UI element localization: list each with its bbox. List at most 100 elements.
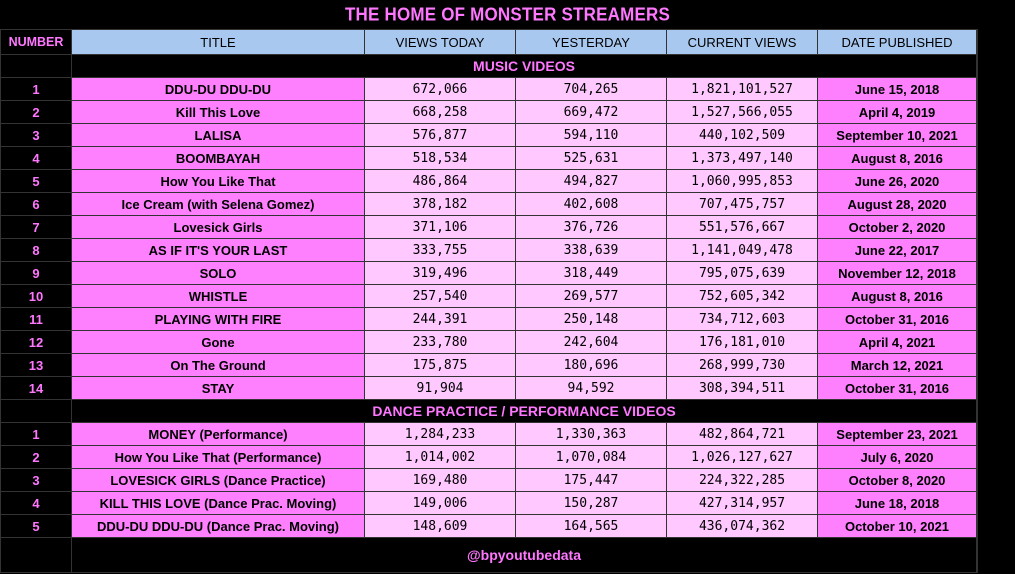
row-number: 5 [0, 514, 72, 538]
yesterday-value: 318,449 [515, 261, 667, 285]
date-published-value: September 10, 2021 [817, 123, 977, 147]
stats-table: NUMBER TITLE VIEWS TODAY YESTERDAY CURRE… [0, 29, 978, 573]
row-number: 11 [0, 307, 72, 331]
current-views-value: 427,314,957 [666, 491, 818, 515]
video-title: LALISA [71, 123, 365, 147]
yesterday-value: 175,447 [515, 468, 667, 492]
yesterday-value: 242,604 [515, 330, 667, 354]
yesterday-value: 402,608 [515, 192, 667, 216]
current-views-value: 1,821,101,527 [666, 77, 818, 101]
row-spacer [976, 307, 978, 331]
footer-row: @bpyoutubedata [0, 537, 978, 573]
table-row: 11 PLAYING WITH FIRE 244,391 250,148 734,712… [0, 307, 978, 331]
yesterday-value: 150,287 [515, 491, 667, 515]
section-header-row: DANCE PRACTICE / PERFORMANCE VIDEOS [0, 399, 978, 423]
column-header-date-published: DATE PUBLISHED [817, 29, 977, 55]
yesterday-value: 1,070,084 [515, 445, 667, 469]
yesterday-value: 269,577 [515, 284, 667, 308]
views-today-value: 486,864 [364, 169, 516, 193]
yesterday-value: 525,631 [515, 146, 667, 170]
table-row: 10 WHISTLE 257,540 269,577 752,605,342 August… [0, 284, 978, 308]
date-published-value: March 12, 2021 [817, 353, 977, 377]
current-views-value: 1,527,566,055 [666, 100, 818, 124]
video-title: On The Ground [71, 353, 365, 377]
row-number: 6 [0, 192, 72, 216]
column-header-views-today: VIEWS TODAY [364, 29, 516, 55]
video-title: Kill This Love [71, 100, 365, 124]
views-today-value: 576,877 [364, 123, 516, 147]
date-published-value: April 4, 2021 [817, 330, 977, 354]
row-spacer [976, 353, 978, 377]
date-published-value: June 18, 2018 [817, 491, 977, 515]
date-published-value: October 10, 2021 [817, 514, 977, 538]
date-published-value: October 31, 2016 [817, 307, 977, 331]
video-title: SOLO [71, 261, 365, 285]
yesterday-value: 164,565 [515, 514, 667, 538]
section-title: DANCE PRACTICE / PERFORMANCE VIDEOS [71, 399, 977, 423]
video-title: PLAYING WITH FIRE [71, 307, 365, 331]
row-spacer [976, 514, 978, 538]
header-spacer [976, 29, 978, 55]
video-title: Lovesick Girls [71, 215, 365, 239]
row-spacer [976, 284, 978, 308]
row-number: 10 [0, 284, 72, 308]
date-published-value: June 26, 2020 [817, 169, 977, 193]
row-number: 3 [0, 468, 72, 492]
date-published-value: October 31, 2016 [817, 376, 977, 400]
date-published-value: October 8, 2020 [817, 468, 977, 492]
table-row: 12 Gone 233,780 242,604 176,181,010 April 4, … [0, 330, 978, 354]
views-today-value: 371,106 [364, 215, 516, 239]
row-number: 8 [0, 238, 72, 262]
table-row: 9 SOLO 319,496 318,449 795,075,639 November 1… [0, 261, 978, 285]
section-header-row: MUSIC VIDEOS [0, 54, 978, 78]
video-title: KILL THIS LOVE (Dance Prac. Moving) [71, 491, 365, 515]
views-today-value: 244,391 [364, 307, 516, 331]
row-number: 4 [0, 146, 72, 170]
current-views-value: 436,074,362 [666, 514, 818, 538]
row-number: 2 [0, 445, 72, 469]
row-number: 14 [0, 376, 72, 400]
current-views-value: 1,026,127,627 [666, 445, 818, 469]
yesterday-value: 376,726 [515, 215, 667, 239]
views-today-value: 333,755 [364, 238, 516, 262]
yesterday-value: 594,110 [515, 123, 667, 147]
date-published-value: June 15, 2018 [817, 77, 977, 101]
row-number: 3 [0, 123, 72, 147]
yesterday-value: 338,639 [515, 238, 667, 262]
date-published-value: September 23, 2021 [817, 422, 977, 446]
table-row: 8 AS IF IT'S YOUR LAST 333,755 338,639 1,141… [0, 238, 978, 262]
column-header-yesterday: YESTERDAY [515, 29, 667, 55]
current-views-value: 1,060,995,853 [666, 169, 818, 193]
yesterday-value: 94,592 [515, 376, 667, 400]
row-spacer [976, 422, 978, 446]
table-row: 6 Ice Cream (with Selena Gomez) 378,182 402… [0, 192, 978, 216]
views-today-value: 518,534 [364, 146, 516, 170]
video-title: BOOMBAYAH [71, 146, 365, 170]
row-spacer [976, 491, 978, 515]
views-today-value: 1,014,002 [364, 445, 516, 469]
video-title: Ice Cream (with Selena Gomez) [71, 192, 365, 216]
row-number: 7 [0, 215, 72, 239]
row-spacer [976, 238, 978, 262]
column-header-current-views: CURRENT VIEWS [666, 29, 818, 55]
table-body: MUSIC VIDEOS 1 DDU-DU DDU-DU 672,066 704,265… [0, 54, 978, 538]
date-published-value: August 8, 2016 [817, 284, 977, 308]
current-views-value: 308,394,511 [666, 376, 818, 400]
table-row: 4 KILL THIS LOVE (Dance Prac. Moving) 149,… [0, 491, 978, 515]
yesterday-value: 494,827 [515, 169, 667, 193]
yesterday-value: 1,330,363 [515, 422, 667, 446]
section-spacer [0, 54, 72, 78]
yesterday-value: 669,472 [515, 100, 667, 124]
date-published-value: November 12, 2018 [817, 261, 977, 285]
current-views-value: 752,605,342 [666, 284, 818, 308]
current-views-value: 482,864,721 [666, 422, 818, 446]
video-title: AS IF IT'S YOUR LAST [71, 238, 365, 262]
current-views-value: 176,181,010 [666, 330, 818, 354]
section-spacer [0, 399, 72, 423]
date-published-value: July 6, 2020 [817, 445, 977, 469]
row-spacer [976, 146, 978, 170]
date-published-value: October 2, 2020 [817, 215, 977, 239]
row-spacer [976, 77, 978, 101]
yesterday-value: 250,148 [515, 307, 667, 331]
views-today-value: 169,480 [364, 468, 516, 492]
